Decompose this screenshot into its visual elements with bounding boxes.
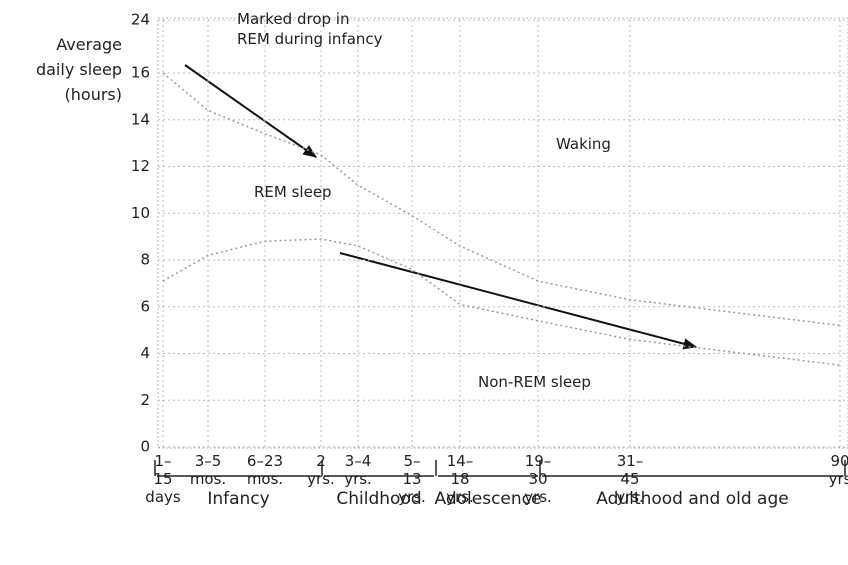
group-label: Infancy [207, 490, 269, 508]
page: 024681012141624 1–15 days3–5 mos.6–23 mo… [0, 0, 848, 565]
y-tick-label: 2 [140, 391, 150, 409]
y-tick-label: 14 [131, 110, 150, 128]
y-tick-label: 12 [131, 157, 150, 175]
y-tick-label: 10 [131, 204, 150, 222]
y-tick-label: 24 [131, 11, 150, 29]
y-tick-label: 8 [140, 251, 150, 269]
annotation: Marked drop in [237, 10, 349, 28]
x-tick-label: 3–4 yrs. [344, 452, 372, 488]
arrow [340, 253, 696, 347]
y-tick-label: 6 [140, 297, 150, 315]
x-tick-label: 1–15 days [145, 452, 180, 506]
annotation: Waking [556, 135, 611, 153]
x-tick-label: 6–23 mos. [247, 452, 283, 488]
annotation: REM during infancy [237, 30, 383, 48]
y-axis-title: Average [20, 32, 122, 57]
group-label: Adulthood and old age [596, 490, 788, 508]
x-tick-label: 90 yrs [829, 452, 848, 488]
group-label: Adolescence [435, 490, 542, 508]
y-axis-title: daily sleep [20, 57, 122, 82]
group-label: Childhood [336, 490, 421, 508]
y-tick-label: 16 [131, 64, 150, 82]
y-tick-label: 4 [140, 344, 150, 362]
x-tick-label: 2 yrs. [307, 452, 335, 488]
annotation: Non-REM sleep [478, 373, 591, 391]
arrow [185, 65, 316, 157]
x-tick-label: 3–5 mos. [190, 452, 226, 488]
y-axis-title: (hours) [20, 82, 122, 107]
annotation: REM sleep [254, 183, 332, 201]
